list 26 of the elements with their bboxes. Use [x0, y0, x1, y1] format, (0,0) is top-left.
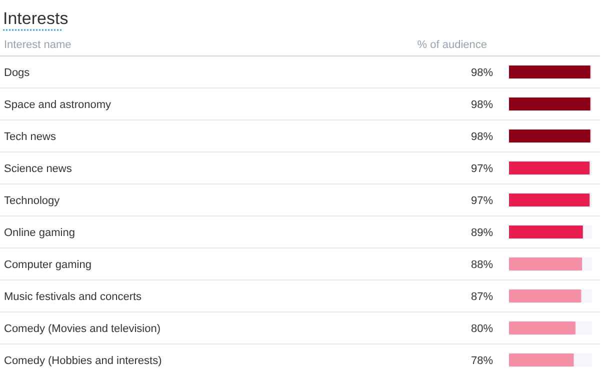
data-label: 88% [470, 259, 494, 271]
data-label: 89% [470, 227, 494, 239]
y-axis-title: Interest name [4, 39, 72, 51]
y-tick-label: Online gaming [4, 227, 75, 239]
y-tick-label: Dogs [4, 67, 30, 79]
text: Interests [3, 9, 68, 28]
y-tick-label: Comedy (Movies and television) [4, 323, 161, 335]
y-tick-label: Music festivals and concerts [4, 291, 142, 303]
y-tick-label: Computer gaming [4, 259, 92, 271]
bar [509, 130, 590, 142]
data-label: 98% [470, 67, 494, 79]
data-label: 87% [470, 291, 494, 303]
data-label: 97% [470, 195, 494, 207]
data-label: 80% [470, 323, 494, 335]
y-tick-label: Tech news [4, 131, 56, 143]
y-tick-label: Technology [4, 195, 60, 207]
y-tick-label: Science news [4, 163, 72, 175]
y-tick-label: Comedy (Hobbies and interests) [4, 355, 162, 367]
bar [509, 98, 590, 110]
y-tick-label: Space and astronomy [4, 99, 112, 111]
data-label: 97% [470, 163, 494, 175]
bar [509, 66, 590, 78]
x-axis-title: % of audience [417, 39, 487, 51]
data-label: 78% [470, 355, 494, 367]
data-label: 98% [470, 99, 494, 111]
data-label: 98% [470, 131, 494, 143]
